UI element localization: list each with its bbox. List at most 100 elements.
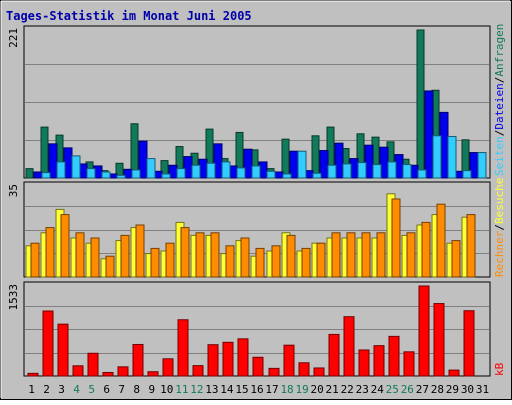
bar-middle-rechner-day-28 [436, 203, 446, 278]
bar-top-seiten-day-6 [116, 174, 126, 179]
day-label-18: 18 [280, 383, 293, 396]
day-label-23: 23 [356, 383, 369, 396]
bar-top-seiten-day-28 [447, 135, 457, 179]
bar-top-seiten-day-25 [402, 164, 412, 179]
bar-top-seiten-day-21 [342, 163, 352, 179]
day-label-30: 30 [461, 383, 474, 396]
bar-middle-rechner-day-13 [210, 232, 220, 278]
bar-top-dateien-day-20 [319, 150, 329, 179]
bar-bottom-kb-day-11 [177, 319, 189, 377]
bar-bottom-kb-day-22 [343, 316, 355, 377]
day-label-15: 15 [235, 383, 248, 396]
bar-middle-rechner-day-30 [466, 214, 476, 278]
bar-bottom-kb-day-5 [87, 352, 99, 377]
bar-middle-rechner-day-22 [346, 232, 356, 278]
bar-bottom-kb-day-7 [117, 366, 129, 377]
day-label-7: 7 [118, 383, 125, 396]
day-labels: 1 2 3 4 5 6 7 8 9 10 11 12 13 14 15 16 17 18 19 20 21 22 23 24 2… [28, 383, 489, 396]
bar-middle-rechner-day-5 [90, 237, 100, 278]
legend-entry-dateien: Dateien [493, 83, 506, 129]
bar-top-seiten-day-22 [357, 162, 367, 179]
bar-middle-rechner-day-23 [361, 232, 371, 278]
bar-bottom-kb-day-4 [72, 365, 84, 377]
day-label-16: 16 [250, 383, 263, 396]
day-label-10: 10 [160, 383, 173, 396]
legend-top: Seiten/Dateien/Anfragen [493, 24, 506, 176]
bar-top-dateien-day-15 [243, 148, 253, 179]
bar-middle-rechner-day-16 [255, 247, 265, 278]
bar-middle-rechner-day-6 [105, 255, 115, 278]
legend-entry-besuche: Besuche [493, 178, 506, 224]
bar-top-seiten-day-14 [236, 167, 246, 179]
bar-top-seiten-day-3 [71, 155, 81, 179]
bar-bottom-kb-day-1 [27, 372, 39, 377]
bar-bottom-kb-day-12 [192, 365, 204, 377]
bar-bottom-kb-day-29 [448, 369, 460, 377]
bar-top-seiten-day-17 [282, 173, 292, 179]
bar-middle-rechner-day-27 [421, 221, 431, 278]
bar-middle-rechner-day-14 [225, 245, 235, 278]
bar-top-seiten-day-2 [56, 161, 66, 179]
bar-middle-rechner-day-3 [60, 214, 70, 278]
bar-middle-rechner-day-1 [30, 242, 40, 278]
day-label-26: 26 [401, 383, 414, 396]
bar-bottom-kb-day-18 [283, 344, 295, 377]
bar-top-anfragen-day-27 [416, 29, 425, 179]
bar-middle-rechner-day-17 [271, 245, 281, 278]
day-label-24: 24 [371, 383, 385, 396]
bar-top-dateien-day-23 [364, 144, 374, 179]
bar-bottom-kb-day-6 [102, 371, 114, 377]
bar-bottom-kb-day-19 [298, 362, 310, 377]
bar-bottom-kb-day-16 [252, 356, 264, 377]
day-label-22: 22 [341, 383, 354, 396]
bar-top-dateien-day-1 [33, 171, 43, 179]
day-label-29: 29 [446, 383, 459, 396]
bar-top-dateien-day-2 [48, 143, 58, 179]
day-label-20: 20 [311, 383, 324, 396]
legend-separator: / [493, 77, 506, 84]
legend-entry-anfragen: Anfragen [493, 24, 506, 77]
bar-bottom-kb-day-9 [147, 371, 159, 377]
bar-bottom-kb-day-3 [57, 323, 69, 377]
bar-middle-rechner-day-12 [195, 232, 205, 278]
legend-entry-seiten: Seiten [493, 136, 506, 176]
day-label-11: 11 [175, 383, 188, 396]
legend-entry-rechner: Rechner [493, 230, 506, 277]
bar-middle-rechner-day-7 [120, 234, 130, 278]
y-max-labels: 221 35 1533 [7, 28, 20, 311]
bar-top-seiten-day-11 [191, 164, 201, 179]
bar-bottom-kb-day-20 [313, 367, 325, 377]
day-label-9: 9 [148, 383, 155, 396]
day-label-12: 12 [190, 383, 203, 396]
bar-top-seiten-day-18 [297, 150, 307, 179]
panel-middle [23, 181, 491, 278]
bar-top-anfragen-day-2 [40, 126, 49, 179]
bar-top-seiten-day-5 [101, 171, 111, 179]
bar-middle-rechner-day-10 [165, 242, 175, 278]
bar-top-dateien-day-13 [213, 143, 223, 179]
day-label-13: 13 [205, 383, 218, 396]
bar-middle-rechner-day-26 [406, 232, 416, 278]
panel-top [23, 25, 491, 179]
bar-top-seiten-day-16 [266, 170, 276, 179]
legend-middle: Rechner/Besuche [493, 178, 506, 277]
bar-bottom-kb-day-21 [328, 333, 340, 377]
bar-top-seiten-day-8 [146, 158, 156, 179]
bar-top-dateien-day-17 [274, 171, 284, 179]
bar-middle-rechner-day-11 [180, 227, 190, 278]
bar-middle-rechner-day-19 [301, 247, 311, 278]
day-label-4: 4 [73, 383, 80, 396]
bar-bottom-kb-day-10 [162, 358, 174, 377]
bar-top-anfragen-day-1 [25, 168, 34, 179]
bar-middle-rechner-day-18 [286, 234, 296, 278]
bar-top-seiten-day-29 [462, 170, 472, 179]
bar-bottom-kb-day-26 [403, 351, 415, 377]
bar-middle-rechner-day-2 [45, 227, 55, 278]
day-label-19: 19 [295, 383, 308, 396]
y-max-label-top: 221 [7, 28, 20, 48]
panel-bottom [23, 281, 491, 377]
bar-bottom-kb-day-17 [268, 367, 280, 377]
